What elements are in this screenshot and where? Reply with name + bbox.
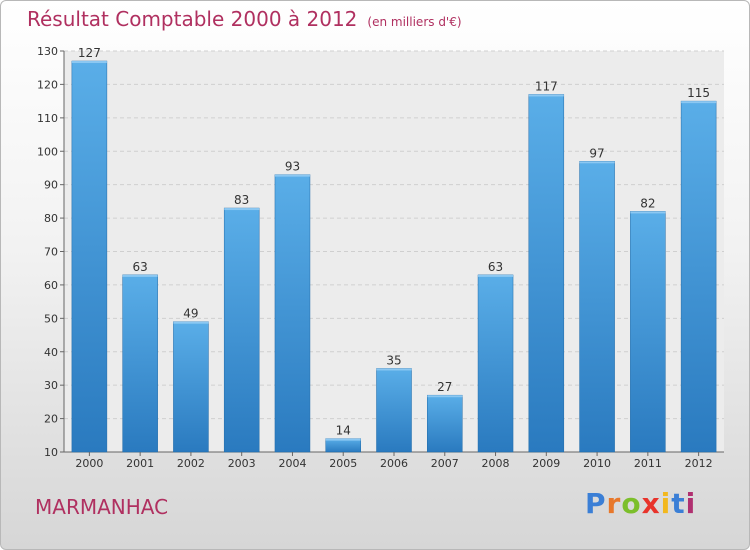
data-label-2003: 83 — [234, 193, 249, 207]
y-tick-label: 120 — [37, 78, 58, 91]
logo-letter: P — [585, 487, 607, 520]
bar-2012 — [680, 100, 717, 453]
data-label-2002: 49 — [183, 307, 198, 321]
logo-letter: t — [671, 487, 686, 520]
bar-highlight — [427, 395, 463, 398]
y-tick-label: 60 — [44, 279, 58, 292]
logo-letter: r — [606, 487, 622, 520]
logo-letter: i — [685, 487, 697, 520]
data-label-2009: 117 — [535, 79, 558, 93]
data-label-2005: 14 — [336, 424, 351, 438]
bar-highlight — [478, 274, 514, 277]
bar-2009 — [528, 94, 565, 453]
bar-2007 — [427, 394, 463, 453]
y-tick-label: 80 — [44, 212, 58, 225]
x-tick-label: 2010 — [583, 457, 611, 470]
bar-highlight — [274, 174, 310, 177]
bar-highlight — [681, 101, 717, 104]
x-tick-label: 2012 — [685, 457, 713, 470]
data-label-2006: 35 — [386, 353, 401, 367]
x-tick-label: 2011 — [634, 457, 662, 470]
logo-letter: i — [660, 487, 672, 520]
data-label-2012: 115 — [687, 86, 710, 100]
bar-highlight — [224, 208, 260, 211]
bar-highlight — [71, 61, 107, 64]
bar-highlight — [579, 161, 615, 164]
x-tick-label: 2003 — [228, 457, 256, 470]
y-tick-label: 10 — [44, 446, 58, 459]
bar-highlight — [122, 274, 158, 277]
bar-2004 — [274, 174, 311, 453]
x-tick-label: 2008 — [482, 457, 510, 470]
bar-2008 — [477, 274, 514, 453]
data-label-2007: 27 — [437, 380, 452, 394]
bar-highlight — [325, 438, 361, 441]
bar-highlight — [376, 368, 412, 371]
logo-letter: x — [641, 487, 661, 520]
bar-highlight — [528, 94, 564, 97]
data-label-2004: 93 — [285, 160, 300, 174]
bar-2000 — [71, 60, 108, 453]
bar-highlight — [630, 211, 666, 214]
chart-title: Résultat Comptable 2000 à 2012 (en millie… — [27, 7, 462, 31]
bar-2003 — [223, 207, 260, 453]
bar-2002 — [173, 321, 209, 453]
data-label-2000: 127 — [78, 46, 101, 60]
y-tick-label: 50 — [44, 312, 58, 325]
data-label-2010: 97 — [589, 146, 604, 160]
bar-highlight — [173, 321, 209, 324]
data-label-2008: 63 — [488, 260, 503, 274]
bar-2006 — [376, 368, 412, 453]
bar-2001 — [122, 274, 158, 453]
x-tick-label: 2002 — [177, 457, 205, 470]
x-tick-label: 2006 — [380, 457, 408, 470]
logo-letter: o — [621, 487, 642, 520]
x-tick-label: 2004 — [278, 457, 306, 470]
x-tick-label: 2007 — [431, 457, 459, 470]
data-label-2001: 63 — [133, 260, 148, 274]
chart-subtitle: (en milliers d'€) — [367, 15, 462, 29]
x-tick-label: 2005 — [329, 457, 357, 470]
y-tick-label: 30 — [44, 379, 58, 392]
y-tick-label: 110 — [37, 112, 58, 125]
bar-2005 — [325, 438, 361, 453]
bar-2011 — [630, 211, 666, 453]
x-tick-label: 2000 — [75, 457, 103, 470]
bar-2010 — [579, 161, 615, 453]
y-tick-label: 20 — [44, 413, 58, 426]
proxiti-logo: Proxiti — [585, 487, 696, 520]
chart-title-text: Résultat Comptable 2000 à 2012 — [27, 7, 358, 31]
x-tick-label: 2001 — [126, 457, 154, 470]
commune-name: MARMANHAC — [35, 495, 169, 519]
y-tick-label: 130 — [37, 45, 58, 58]
data-label-2011: 82 — [640, 196, 655, 210]
y-tick-label: 40 — [44, 346, 58, 359]
x-tick-label: 2009 — [532, 457, 560, 470]
y-tick-label: 70 — [44, 246, 58, 259]
y-tick-label: 100 — [37, 145, 58, 158]
y-tick-label: 90 — [44, 179, 58, 192]
